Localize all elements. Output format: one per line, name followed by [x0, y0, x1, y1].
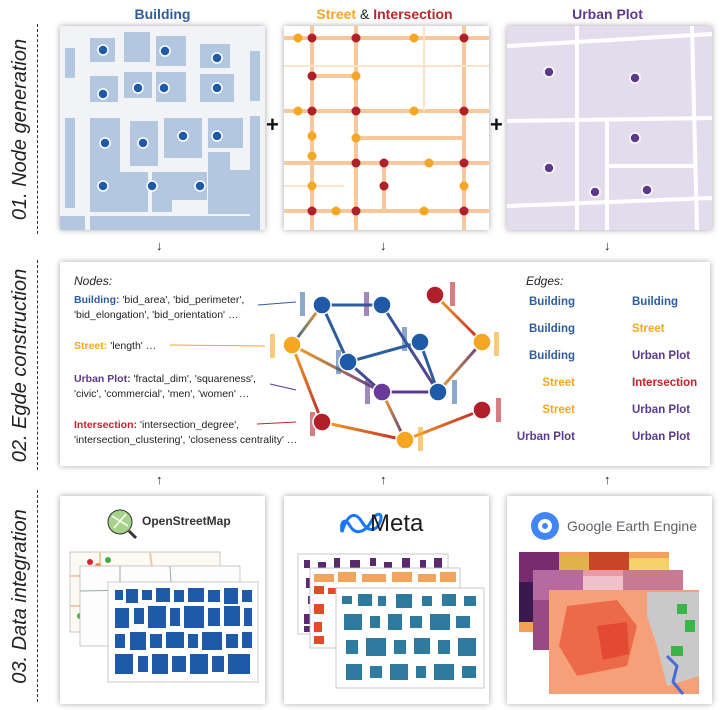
graph-nodes	[282, 285, 492, 450]
edge-legend-to: Building	[632, 296, 678, 308]
arrow-down-building: ↓	[156, 238, 163, 253]
edge-legend-from: Building	[529, 350, 575, 362]
building-map	[60, 26, 265, 230]
edges-legend-lines	[582, 303, 626, 442]
meta-source-panel: Meta	[284, 496, 489, 704]
node-generation-label: 01. Node generation	[9, 38, 31, 220]
osm-logo-text: OpenStreetMap	[142, 514, 231, 528]
urban-plot-node-panel	[507, 26, 712, 230]
data-integration-label: 03. Data integration	[9, 508, 31, 684]
gee-logo-icon	[531, 512, 559, 540]
nodes-urban-plot-text-2: 'civic', 'commercial', 'men', 'women' …	[74, 387, 249, 401]
row-label-data-integration: 03. Data integration	[4, 490, 38, 702]
street-map	[284, 26, 489, 230]
osm-stacked-maps	[69, 509, 259, 683]
nodes-building-text-2: 'bid_elongation', 'bid_orientation' …	[74, 308, 238, 322]
building-node-points	[97, 44, 223, 192]
nodes-street-line1: 'length' …	[110, 340, 157, 352]
edge-legend-to: Urban Plot	[632, 404, 691, 416]
edge-construction-panel: Nodes: Building: 'bid_area', 'bid_perime…	[60, 262, 710, 466]
urban-plot-title: Urban Plot	[572, 6, 643, 22]
intersection-node-points	[307, 33, 469, 216]
edge-legend-from: Building	[529, 323, 575, 335]
gee-stacked-maps	[519, 512, 699, 695]
plus-sign-1: +	[266, 112, 279, 137]
building-title: Building	[134, 6, 191, 22]
nodes-urban-plot-label: Urban Plot:	[74, 373, 131, 385]
row-label-edge-construction: 02. Egde construction	[4, 260, 38, 470]
nodes-street-label: Street:	[74, 340, 108, 352]
building-node-panel	[60, 26, 265, 230]
street-title: Street	[316, 6, 357, 22]
nodes-title: Nodes:	[74, 274, 113, 288]
building-column-title: Building	[60, 6, 265, 22]
meta-logo-icon	[340, 512, 383, 534]
osm-logo-icon	[107, 509, 138, 540]
arrow-up-gee: ↑	[604, 472, 611, 487]
row-label-node-generation: 01. Node generation	[4, 24, 38, 234]
arrow-up-meta: ↑	[380, 472, 387, 487]
arrow-down-street: ↓	[380, 238, 387, 253]
gee-logo-text: Google Earth Engine	[567, 518, 697, 534]
nodes-urban-plot-line1: 'fractal_dim', 'squareness',	[133, 373, 256, 385]
amp-text: &	[359, 6, 370, 22]
edge-legend-to: Street	[632, 323, 665, 335]
urban-plot-map	[507, 26, 712, 230]
meta-logo-text: Meta	[370, 510, 424, 537]
nodes-intersection-text-2: 'intersection_clustering', 'closeness ce…	[74, 433, 297, 447]
gee-source-panel: Google Earth Engine	[507, 496, 712, 704]
edge-legend-from: Street	[542, 377, 575, 389]
edge-legend-to: Urban Plot	[632, 350, 691, 362]
nodes-building-label: Building:	[74, 294, 120, 306]
plus-sign-2: +	[490, 112, 503, 137]
arrow-down-urban-plot: ↓	[604, 238, 611, 253]
heterogeneous-graph	[169, 282, 501, 451]
osm-source-panel: OpenStreetMap	[60, 496, 265, 704]
nodes-building-text: Building: 'bid_area', 'bid_perimeter',	[74, 293, 244, 307]
street-intersection-column-title: Street & Intersection	[282, 6, 487, 22]
nodes-building-line1: 'bid_area', 'bid_perimeter',	[122, 294, 245, 306]
nodes-urban-plot-line2: 'civic', 'commercial', 'men', 'women' …	[74, 388, 250, 400]
meta-stacked-maps	[297, 512, 485, 689]
urban-plot-node-points	[543, 66, 653, 198]
nodes-intersection-text: Intersection: 'intersection_degree',	[74, 418, 239, 432]
edge-legend-from: Street	[542, 404, 575, 416]
edge-construction-label: 02. Egde construction	[9, 268, 31, 462]
nodes-intersection-label: Intersection:	[74, 419, 138, 431]
arrow-up-osm: ↑	[156, 472, 163, 487]
edge-legend-to: Intersection	[632, 377, 698, 389]
edge-legend-from: Building	[529, 296, 575, 308]
intersection-title: Intersection	[373, 6, 453, 22]
edge-legend-from: Urban Plot	[516, 431, 575, 443]
nodes-building-line2: 'bid_elongation', 'bid_orientation' …	[74, 309, 239, 321]
street-node-panel	[284, 26, 489, 230]
nodes-urban-plot-text: Urban Plot: 'fractal_dim', 'squareness',	[74, 372, 256, 386]
nodes-intersection-line2: 'intersection_clustering', 'closeness ce…	[74, 434, 298, 446]
nodes-intersection-line1: 'intersection_degree',	[139, 419, 240, 431]
edge-legend-to: Urban Plot	[632, 431, 691, 443]
nodes-street-text: Street: 'length' …	[74, 339, 156, 353]
edges-title: Edges:	[526, 274, 564, 288]
urban-plot-column-title: Urban Plot	[505, 6, 710, 22]
